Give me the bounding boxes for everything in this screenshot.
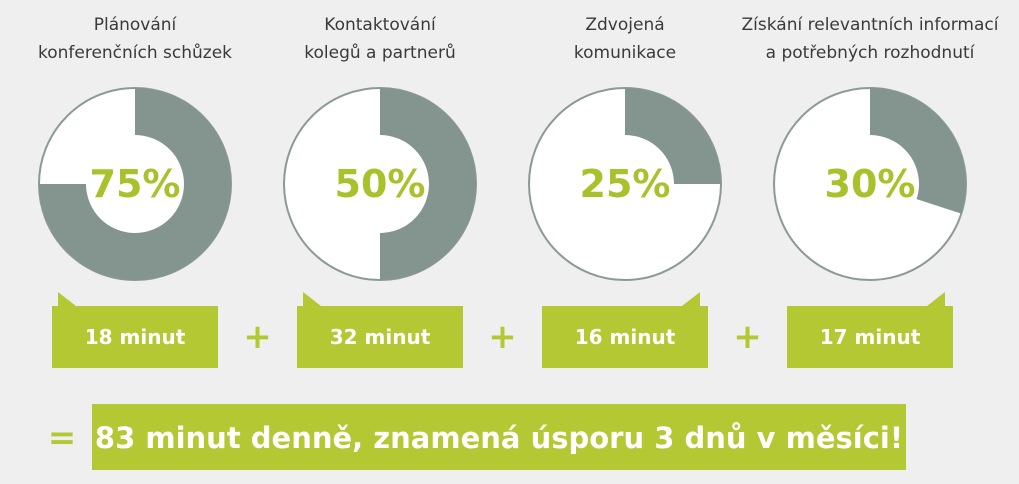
total-text: 83 minut denně, znamená úsporu 3 dnů v m… [95,421,903,455]
item-title: kolegů a partnerů [304,43,455,63]
donut-hole [576,135,674,233]
plus-sign: + [488,317,517,357]
minutes-box [542,306,708,368]
minutes-label: 17 minut [820,325,921,349]
percent-label: 75% [90,162,181,206]
minutes-label: 32 minut [330,325,431,349]
minutes-box [787,306,953,368]
equals-sign: = [48,418,77,458]
donut-hole [821,135,919,233]
minutes-label: 18 minut [85,325,186,349]
item-title: Kontaktování [324,15,437,35]
donut-hole [86,135,184,233]
item-title: konferenčních schůzek [38,43,232,63]
item-title: a potřebných rozhodnutí [766,43,976,63]
total-box [92,404,906,470]
item-title: Plánování [94,15,178,35]
item-title: Zdvojená [585,15,664,35]
percent-label: 30% [825,162,916,206]
item-title: Získání relevantních informací [742,15,1000,35]
minutes-box [52,306,218,368]
minutes-tab [303,292,321,306]
percent-label: 25% [580,162,671,206]
item-title: komunikace [574,43,676,63]
minutes-tab [58,292,76,306]
minutes-tab [927,292,945,306]
percent-label: 50% [335,162,426,206]
donut-hole [331,135,429,233]
plus-sign: + [243,317,272,357]
plus-sign: + [733,317,762,357]
minutes-label: 16 minut [575,325,676,349]
minutes-box [297,306,463,368]
minutes-tab [682,292,700,306]
